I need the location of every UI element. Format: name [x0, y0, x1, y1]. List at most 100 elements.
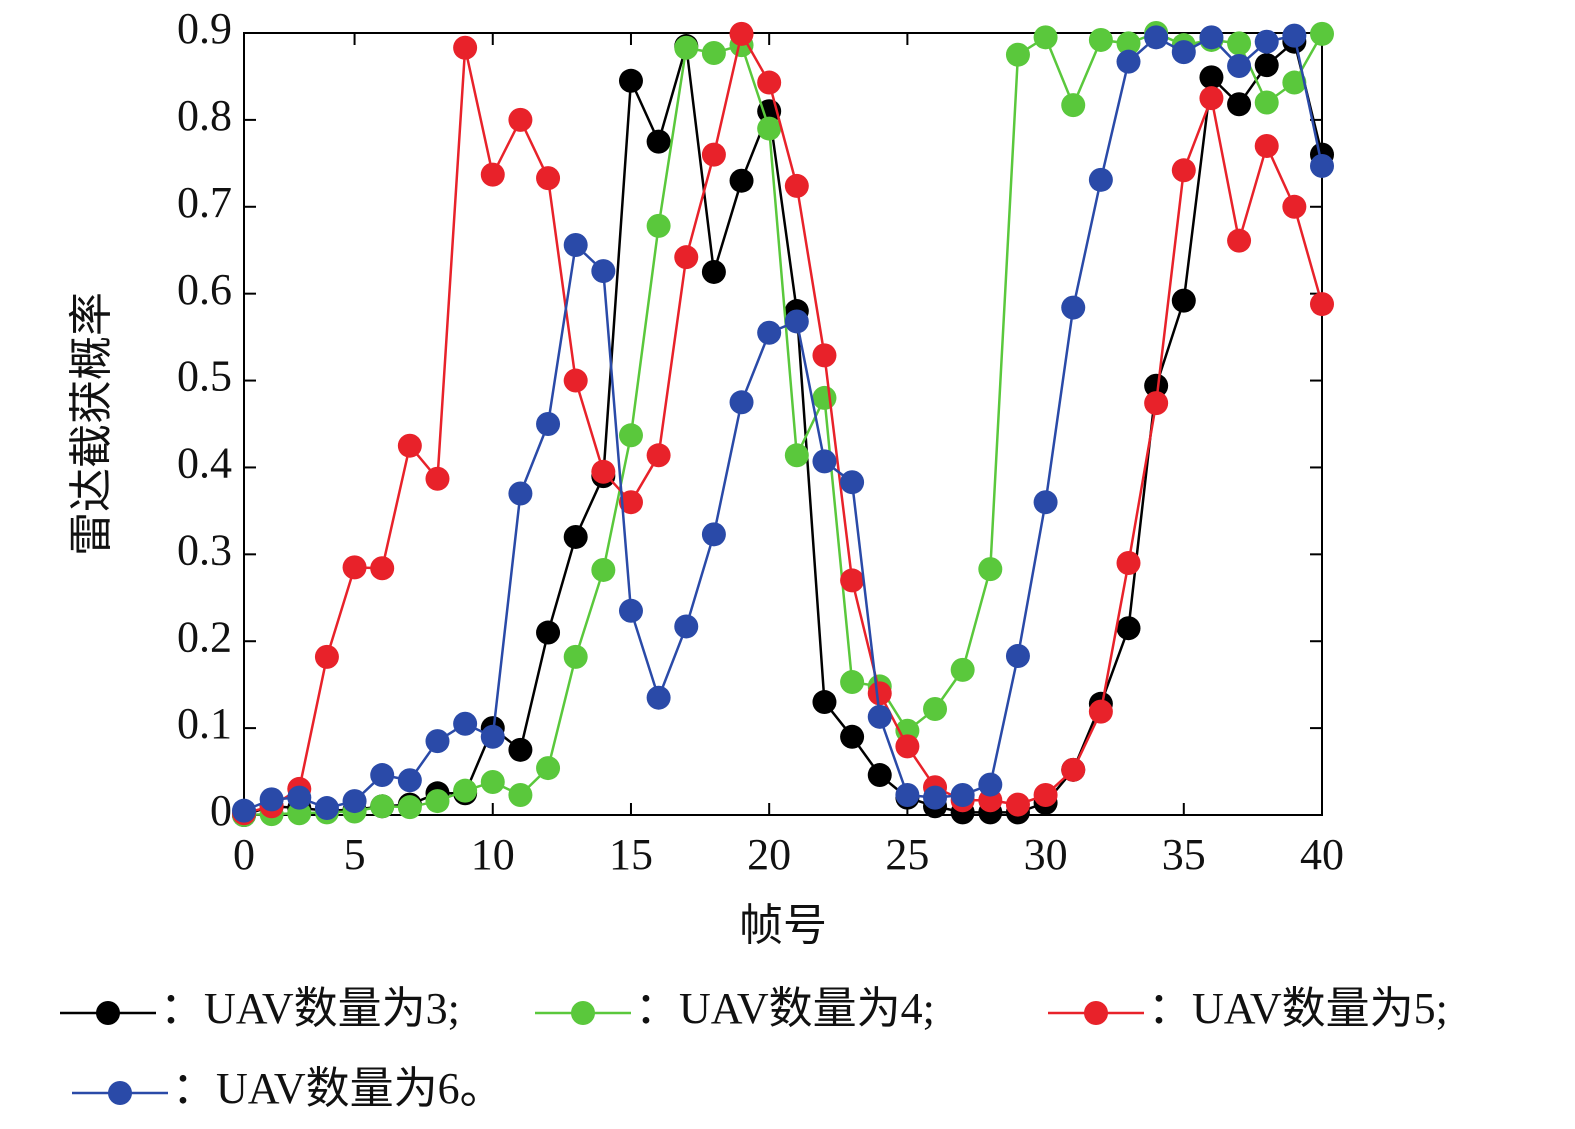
- data-point: [508, 107, 533, 132]
- y-tick-label: 0.3: [177, 525, 232, 574]
- y-tick-label: 0.1: [177, 699, 232, 748]
- data-point: [812, 385, 837, 410]
- data-point: [1088, 699, 1113, 724]
- data-point: [950, 783, 975, 808]
- x-tick-label: 25: [885, 830, 929, 879]
- data-point: [840, 724, 865, 749]
- data-point: [618, 68, 643, 93]
- legend-marker: [108, 1081, 132, 1105]
- data-point: [397, 795, 422, 820]
- plot-frame: [243, 32, 1323, 816]
- data-point: [1199, 65, 1224, 90]
- data-point: [453, 778, 478, 803]
- data-point: [701, 259, 726, 284]
- data-point: [1227, 228, 1252, 253]
- data-point: [867, 763, 892, 788]
- data-point: [1227, 92, 1252, 117]
- data-point: [812, 343, 837, 368]
- data-point: [314, 644, 339, 669]
- data-point: [784, 443, 809, 468]
- series-line: [243, 31, 1324, 817]
- data-point: [425, 729, 450, 754]
- x-tick-label: 0: [233, 830, 255, 879]
- data-point: [287, 785, 312, 810]
- data-point: [1171, 158, 1196, 183]
- data-point: [701, 142, 726, 167]
- y-tick-label: 0.4: [177, 439, 232, 488]
- data-point: [508, 481, 533, 506]
- y-tick-label: 0.9: [177, 4, 232, 53]
- data-point: [923, 696, 948, 721]
- y-tick-label: 0.6: [177, 265, 232, 314]
- data-point: [701, 40, 726, 65]
- data-point: [314, 796, 339, 821]
- data-point: [701, 522, 726, 547]
- data-point: [1033, 490, 1058, 515]
- x-tick-label: 30: [1024, 830, 1068, 879]
- series-line: [243, 30, 1324, 815]
- data-point: [536, 620, 561, 645]
- data-point: [480, 724, 505, 749]
- data-point: [563, 644, 588, 669]
- data-point: [1061, 757, 1086, 782]
- data-point: [342, 555, 367, 580]
- y-tick-label: 0: [210, 786, 232, 835]
- data-point: [1061, 295, 1086, 320]
- data-point: [646, 213, 671, 238]
- data-point: [591, 459, 616, 484]
- data-point: [563, 233, 588, 258]
- data-point: [1254, 90, 1279, 115]
- data-point: [397, 433, 422, 458]
- data-point: [1116, 49, 1141, 74]
- data-point: [425, 466, 450, 491]
- x-tick-label: 40: [1300, 830, 1344, 879]
- data-point: [563, 368, 588, 393]
- data-point: [1227, 31, 1252, 56]
- data-point: [978, 557, 1003, 582]
- data-point: [812, 690, 837, 715]
- y-tick-label: 0.2: [177, 612, 232, 661]
- data-point: [895, 783, 920, 808]
- data-point: [1282, 23, 1307, 48]
- data-point: [1254, 133, 1279, 158]
- data-point: [1033, 25, 1058, 50]
- data-point: [646, 129, 671, 154]
- data-point: [370, 763, 395, 788]
- data-point: [1144, 25, 1169, 50]
- data-point: [757, 320, 782, 345]
- data-point: [812, 449, 837, 474]
- data-point: [1005, 42, 1030, 67]
- legend-label: ：UAV数量为5;: [1148, 984, 1448, 1033]
- legend-marker: [1084, 1001, 1108, 1025]
- data-point: [1227, 54, 1252, 79]
- data-point: [480, 162, 505, 187]
- y-tick-label: 0.8: [177, 91, 232, 140]
- data-point: [978, 772, 1003, 797]
- data-point: [784, 173, 809, 198]
- x-axis-label: 帧号: [739, 901, 827, 950]
- legend-label: ：UAV数量为6。: [172, 1064, 504, 1113]
- data-point: [840, 568, 865, 593]
- data-point: [1061, 93, 1086, 118]
- data-point: [729, 21, 754, 46]
- data-point: [397, 768, 422, 793]
- data-point: [1116, 551, 1141, 576]
- data-point: [591, 557, 616, 582]
- x-tick-label: 15: [609, 830, 653, 879]
- data-point: [674, 35, 699, 60]
- data-point: [867, 681, 892, 706]
- data-point: [480, 769, 505, 794]
- data-point: [1005, 792, 1030, 817]
- series-line: [243, 34, 1324, 812]
- data-point: [1310, 292, 1334, 317]
- data-point: [618, 490, 643, 515]
- data-point: [1282, 194, 1307, 219]
- data-point: [1116, 616, 1141, 641]
- data-point: [425, 789, 450, 814]
- data-point: [1116, 31, 1141, 56]
- data-point: [342, 789, 367, 814]
- legend-label: ：UAV数量为4;: [635, 984, 935, 1033]
- data-point: [895, 734, 920, 759]
- data-point: [370, 556, 395, 581]
